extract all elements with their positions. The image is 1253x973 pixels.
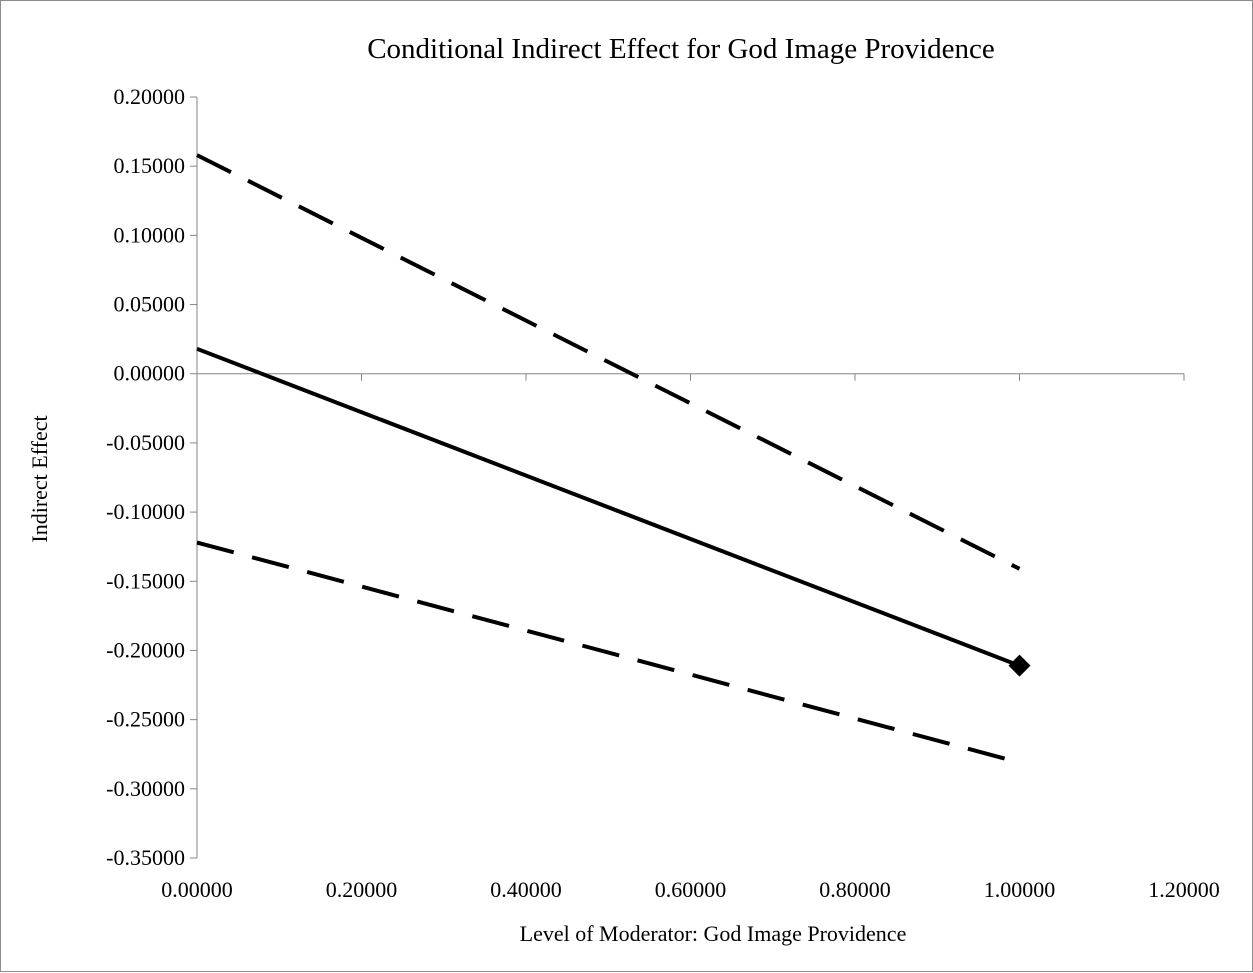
- x-axis-label: Level of Moderator: God Image Providence: [520, 921, 907, 946]
- axes: 0.20000 0.15000 0.10000 0.05000 0.00000 -0.05…: [106, 84, 1220, 902]
- x-tick-label: 0.20000: [326, 877, 398, 902]
- y-tick-label: -0.20000: [106, 637, 185, 662]
- x-tick-label: 0.80000: [819, 877, 891, 902]
- y-axis-label: Indirect Effect: [27, 415, 52, 542]
- indirect-effect-line: [196, 346, 1021, 668]
- x-tick-label: 0.40000: [490, 877, 562, 902]
- y-tick-label: 0.10000: [114, 222, 186, 247]
- series-lines: [196, 153, 1031, 765]
- y-tick-label: 0.00000: [114, 361, 186, 386]
- x-tick-label: 0.00000: [161, 877, 233, 902]
- y-tick-label: -0.05000: [106, 430, 185, 455]
- y-tick-label: -0.25000: [106, 707, 185, 732]
- y-tick-label: -0.30000: [106, 776, 185, 801]
- chart-title: Conditional Indirect Effect for God Imag…: [367, 33, 995, 65]
- confidence-bound-line-0: [196, 153, 1021, 571]
- y-tick-label: -0.10000: [106, 499, 185, 524]
- y-tick-label: 0.05000: [114, 292, 186, 317]
- confidence-bound-line-2: [196, 540, 1021, 765]
- y-tick-label: -0.35000: [106, 845, 185, 870]
- diamond-marker: [1008, 654, 1031, 677]
- y-tick-label: 0.20000: [114, 84, 186, 109]
- y-tick-label: 0.15000: [114, 153, 186, 178]
- y-tick-label: -0.15000: [106, 568, 185, 593]
- x-tick-label: 0.60000: [655, 877, 727, 902]
- x-tick-label: 1.00000: [984, 877, 1056, 902]
- x-tick-label: 1.20000: [1148, 877, 1220, 902]
